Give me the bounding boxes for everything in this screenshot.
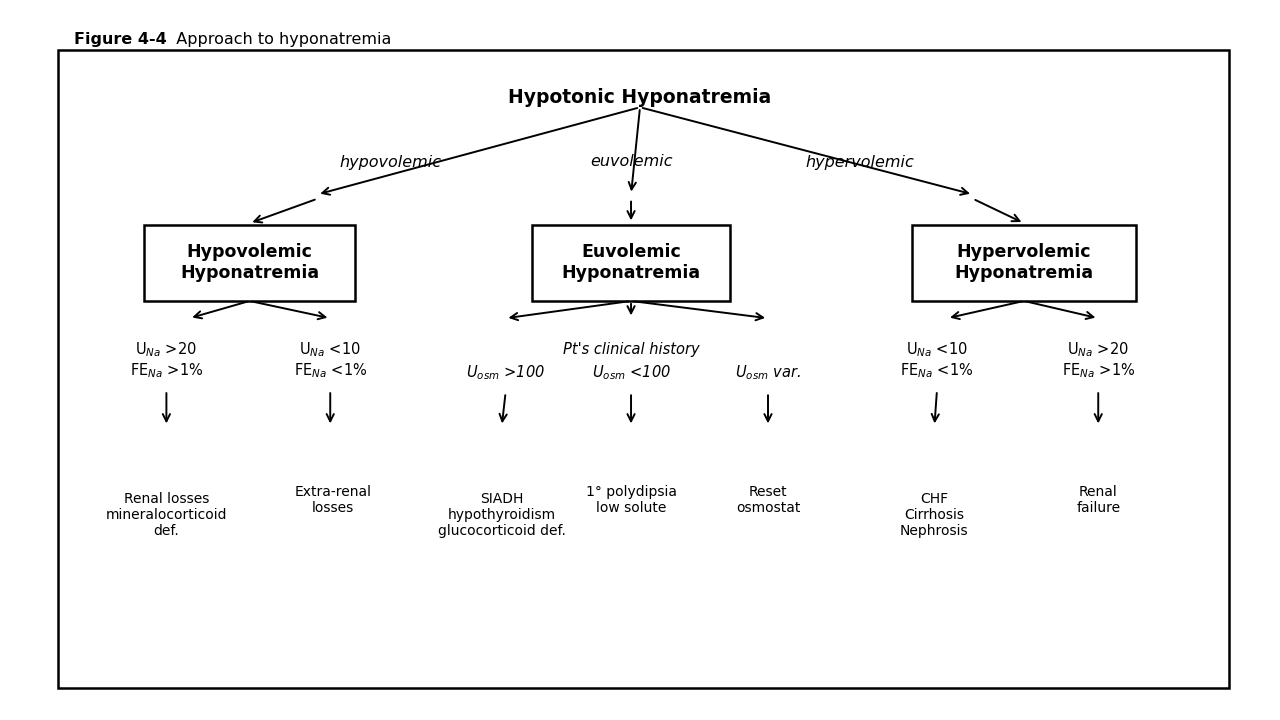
Text: Pt's clinical history: Pt's clinical history bbox=[563, 342, 699, 356]
Text: Reset
osmostat: Reset osmostat bbox=[736, 485, 800, 516]
Text: 1° polydipsia
low solute: 1° polydipsia low solute bbox=[585, 485, 677, 516]
Text: Extra-renal
losses: Extra-renal losses bbox=[294, 485, 371, 516]
Text: Renal losses
mineralocorticoid
def.: Renal losses mineralocorticoid def. bbox=[106, 492, 227, 538]
Text: Figure 4-4: Figure 4-4 bbox=[74, 32, 166, 48]
Text: hypovolemic: hypovolemic bbox=[339, 155, 442, 169]
Text: U$_{Na}$ >20
FE$_{Na}$ >1%: U$_{Na}$ >20 FE$_{Na}$ >1% bbox=[1061, 340, 1135, 380]
Text: CHF
Cirrhosis
Nephrosis: CHF Cirrhosis Nephrosis bbox=[900, 492, 969, 538]
Bar bbox=[532, 225, 730, 301]
Text: Renal
failure: Renal failure bbox=[1076, 485, 1120, 516]
Text: Approach to hyponatremia: Approach to hyponatremia bbox=[166, 32, 392, 48]
Text: euvolemic: euvolemic bbox=[590, 155, 672, 169]
Text: U$_{Na}$ <10
FE$_{Na}$ <1%: U$_{Na}$ <10 FE$_{Na}$ <1% bbox=[900, 340, 974, 380]
Bar bbox=[143, 225, 356, 301]
Text: Hypervolemic
Hyponatremia: Hypervolemic Hyponatremia bbox=[955, 243, 1093, 282]
Text: Hypovolemic
Hyponatremia: Hypovolemic Hyponatremia bbox=[180, 243, 319, 282]
Text: Hypotonic Hyponatremia: Hypotonic Hyponatremia bbox=[508, 88, 772, 107]
Text: U$_{osm}$ <100: U$_{osm}$ <100 bbox=[591, 364, 671, 382]
Text: SIADH
hypothyroidism
glucocorticoid def.: SIADH hypothyroidism glucocorticoid def. bbox=[438, 492, 566, 538]
Bar bbox=[911, 225, 1137, 301]
Text: hypervolemic: hypervolemic bbox=[806, 155, 914, 169]
Bar bbox=[58, 50, 1229, 688]
Text: U$_{osm}$ var.: U$_{osm}$ var. bbox=[735, 364, 801, 382]
Text: U$_{Na}$ >20
FE$_{Na}$ >1%: U$_{Na}$ >20 FE$_{Na}$ >1% bbox=[129, 340, 204, 380]
Text: U$_{osm}$ >100: U$_{osm}$ >100 bbox=[466, 364, 545, 382]
Text: Euvolemic
Hyponatremia: Euvolemic Hyponatremia bbox=[562, 243, 700, 282]
Text: U$_{Na}$ <10
FE$_{Na}$ <1%: U$_{Na}$ <10 FE$_{Na}$ <1% bbox=[293, 340, 367, 380]
